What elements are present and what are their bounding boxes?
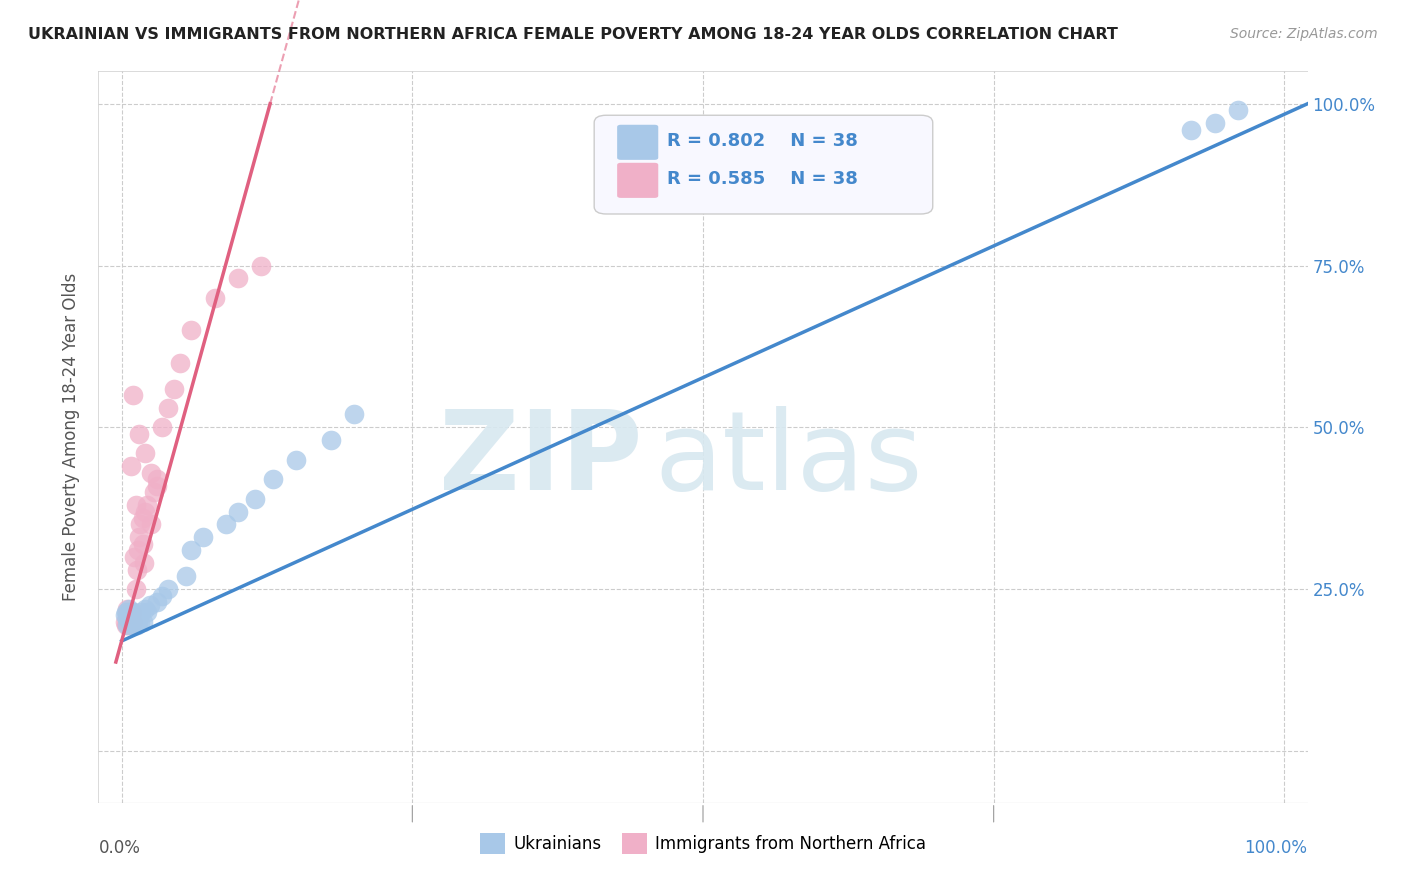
Point — [226, 504, 249, 518]
Point — [127, 543, 149, 558]
Point — [226, 271, 249, 285]
Text: 100.0%: 100.0% — [1244, 839, 1308, 857]
Point — [204, 291, 226, 305]
Point — [134, 601, 156, 615]
Point — [118, 611, 141, 625]
Point — [129, 517, 152, 532]
Text: R = 0.802    N = 38: R = 0.802 N = 38 — [666, 132, 858, 150]
Point — [117, 617, 139, 632]
Point — [169, 356, 191, 370]
Point — [114, 615, 136, 629]
Point — [174, 569, 197, 583]
Point — [117, 611, 139, 625]
Point — [122, 388, 145, 402]
Point — [131, 511, 153, 525]
Point — [163, 382, 186, 396]
Text: Source: ZipAtlas.com: Source: ZipAtlas.com — [1230, 27, 1378, 41]
Text: UKRAINIAN VS IMMIGRANTS FROM NORTHERN AFRICA FEMALE POVERTY AMONG 18-24 YEAR OLD: UKRAINIAN VS IMMIGRANTS FROM NORTHERN AF… — [28, 27, 1118, 42]
Y-axis label: Female Poverty Among 18-24 Year Olds: Female Poverty Among 18-24 Year Olds — [62, 273, 80, 601]
Point — [118, 615, 141, 629]
Point — [125, 617, 148, 632]
Point — [145, 472, 167, 486]
Point — [343, 408, 366, 422]
Point — [319, 434, 342, 448]
Point — [120, 459, 142, 474]
Point — [120, 608, 142, 623]
Point — [117, 601, 139, 615]
Point — [157, 401, 180, 415]
Point — [131, 605, 153, 619]
Point — [118, 601, 141, 615]
Text: 0.0%: 0.0% — [98, 839, 141, 857]
Point — [117, 605, 139, 619]
Point — [250, 259, 273, 273]
Point — [115, 617, 138, 632]
Point — [125, 563, 148, 577]
Point — [118, 617, 141, 632]
FancyBboxPatch shape — [595, 115, 932, 214]
FancyBboxPatch shape — [617, 162, 658, 198]
Point — [122, 615, 145, 629]
Point — [136, 498, 159, 512]
Point — [143, 485, 166, 500]
Point — [134, 504, 156, 518]
Point — [180, 543, 202, 558]
Point — [145, 595, 167, 609]
Text: R = 0.585    N = 38: R = 0.585 N = 38 — [666, 169, 858, 188]
Text: ZIP: ZIP — [439, 406, 643, 513]
Point — [215, 517, 238, 532]
Point — [124, 611, 146, 625]
Point — [122, 617, 145, 632]
Point — [131, 537, 153, 551]
Point — [128, 608, 150, 623]
Point — [132, 557, 155, 571]
Point — [120, 608, 142, 623]
Point — [136, 605, 159, 619]
Point — [118, 605, 141, 619]
Point — [1226, 103, 1249, 118]
Point — [157, 582, 180, 597]
Point — [191, 530, 214, 544]
Point — [121, 605, 143, 619]
Point — [129, 615, 152, 629]
FancyBboxPatch shape — [617, 125, 658, 160]
Point — [1204, 116, 1226, 130]
Point — [150, 420, 173, 434]
Point — [127, 615, 149, 629]
Point — [121, 611, 143, 625]
Point — [138, 599, 160, 613]
Point — [122, 605, 145, 619]
Point — [124, 582, 146, 597]
Point — [262, 472, 284, 486]
Point — [139, 517, 162, 532]
Point — [285, 452, 308, 467]
Point — [124, 615, 146, 629]
Point — [114, 608, 136, 623]
Point — [128, 530, 150, 544]
Point — [124, 498, 146, 512]
Point — [124, 549, 146, 564]
Point — [180, 323, 202, 337]
Point — [139, 466, 162, 480]
Point — [134, 446, 156, 460]
Point — [115, 605, 138, 619]
Point — [131, 615, 153, 629]
Text: atlas: atlas — [655, 406, 924, 513]
Point — [245, 491, 267, 506]
Point — [128, 426, 150, 441]
Legend: Ukrainians, Immigrants from Northern Africa: Ukrainians, Immigrants from Northern Afr… — [474, 827, 932, 860]
Point — [150, 589, 173, 603]
Point — [1180, 122, 1202, 136]
Point — [145, 478, 167, 492]
